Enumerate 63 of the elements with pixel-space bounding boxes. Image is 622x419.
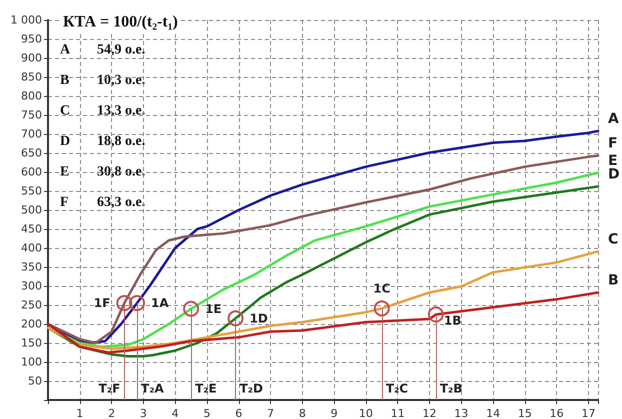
- ref-line-label: T₂E: [195, 382, 217, 396]
- y-tick-label: 950: [21, 32, 42, 46]
- y-tick-label: 100: [21, 356, 42, 368]
- x-tick-label: 8: [298, 407, 306, 419]
- ref-line-label: T₂D: [240, 382, 264, 396]
- ref-line-label: T₂B: [440, 382, 462, 396]
- annotation: 1C: [373, 281, 391, 296]
- ref-line-label: T₂C: [386, 382, 408, 396]
- line-series: [46, 250, 600, 350]
- y-tick-label: 300: [21, 280, 42, 292]
- y-tick-label: 500: [21, 204, 42, 216]
- y-tick-label: 550: [21, 184, 42, 198]
- point: [428, 306, 444, 322]
- x-tick-label: 5: [203, 407, 210, 419]
- x-tick-label: 16: [550, 407, 564, 419]
- y-tick-label: 1 000: [10, 14, 42, 26]
- y-tick-label: 900: [21, 52, 42, 64]
- x-tick-label: 12: [422, 407, 437, 419]
- x-tick-label: 3: [140, 407, 147, 419]
- y-tick-label: 650: [21, 146, 42, 160]
- y-tick-label: 450: [21, 222, 42, 236]
- series-label: A: [608, 110, 619, 127]
- x-tick-label: 7: [267, 407, 274, 419]
- annotation: 1A: [151, 296, 170, 310]
- y-tick-label: 700: [21, 128, 42, 140]
- line-series: [46, 291, 600, 354]
- x-tick-label: 10: [358, 407, 373, 419]
- annotation: 1E: [205, 302, 222, 316]
- ref-line-label: T₂A: [141, 382, 164, 396]
- ref-line-label: T₂F: [98, 382, 120, 396]
- y-tick-label: 200: [21, 318, 42, 330]
- x-tick-label: 15: [518, 407, 532, 419]
- chart-title: КТА = 100/(t₂-t₁): [63, 14, 178, 30]
- y-tick-label: 250: [21, 298, 42, 312]
- text: D 18,8 о.е.: [60, 134, 146, 149]
- series-label: B: [608, 272, 619, 288]
- x-tick-label: 6: [235, 407, 242, 419]
- annotation: 1B: [444, 314, 462, 328]
- series-label: D: [608, 166, 620, 182]
- text: C 13,3 о.е.: [60, 104, 146, 118]
- x-tick-label: 17: [581, 407, 596, 419]
- y-tick-label: 50: [28, 374, 42, 388]
- y-tick-label: 750: [21, 108, 42, 122]
- series-label: F: [608, 136, 618, 152]
- y-tick-label: 350: [21, 260, 42, 274]
- series-label: E: [608, 152, 618, 169]
- annotation: 1F: [94, 296, 110, 310]
- x-tick-label: 9: [330, 407, 338, 419]
- y-tick-label: 850: [21, 70, 42, 84]
- x-tick-label: 14: [486, 407, 500, 419]
- y-tick-label: 800: [21, 90, 42, 102]
- x-tick-label: 11: [390, 407, 405, 419]
- series-label: C: [608, 231, 618, 248]
- x-tick-label: 4: [172, 407, 179, 419]
- y-tick-label: 400: [21, 242, 42, 254]
- text: A 54,9 о.е.: [60, 42, 146, 58]
- annotation: 1D: [250, 311, 268, 326]
- x-tick-label: 1: [76, 407, 84, 419]
- y-tick-label: 150: [21, 336, 42, 350]
- x-tick-label: 2: [108, 407, 116, 419]
- x-tick-label: 13: [454, 407, 468, 419]
- text: F 63,3 о.е.: [60, 195, 146, 210]
- y-tick-label: 600: [21, 166, 42, 178]
